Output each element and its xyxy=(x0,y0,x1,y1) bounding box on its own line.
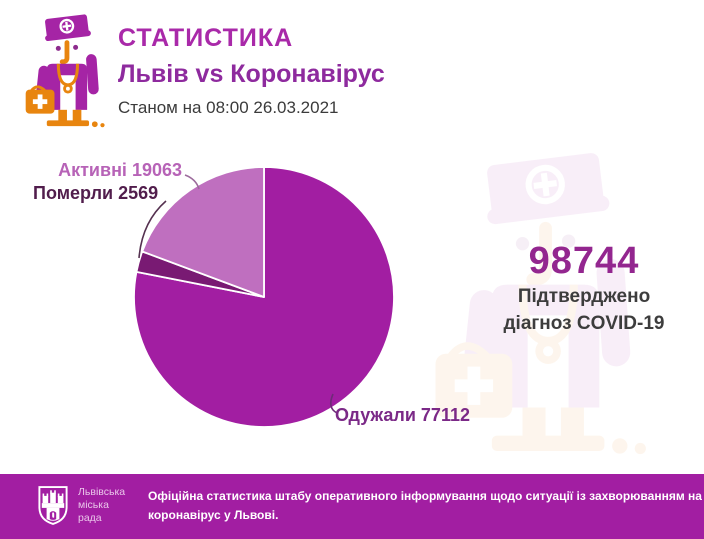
doctor-icon xyxy=(18,8,114,131)
footer-note: Офіційна статистика штабу оперативного і… xyxy=(148,487,702,525)
page-subtitle: Львів vs Коронавірус xyxy=(118,60,385,88)
confirmed-caption-line2: діагноз COVID-19 xyxy=(503,313,665,334)
header: СТАТИСТИКА Львів vs Коронавірус Станом н… xyxy=(118,24,385,118)
footer-bar: Львівська міська рада Офіційна статистик… xyxy=(0,474,704,539)
footer-org-name: Львівська міська рада xyxy=(78,486,125,525)
confirmed-total-value: 98744 xyxy=(528,240,640,282)
confirmed-panel: 98744 Підтверджено діагноз COVID-19 xyxy=(462,240,704,337)
label-active-cases: Активні 19063 xyxy=(58,160,182,180)
footer-org-line2: міська xyxy=(78,499,109,511)
label-deaths: Померли 2569 xyxy=(33,183,159,203)
page-title: СТАТИСТИКА xyxy=(118,24,294,52)
label-recovered: Одужали 77112 xyxy=(335,405,470,425)
lviv-city-council-crest-icon xyxy=(37,485,69,526)
footer-note-line1: Офіційна статистика штабу оперативного і… xyxy=(148,489,702,503)
footer-org-line3: рада xyxy=(78,512,102,524)
footer-org-line1: Львівська xyxy=(78,486,126,498)
as-of-date: Станом на 08:00 26.03.2021 xyxy=(118,98,339,117)
confirmed-caption-line1: Підтверджено xyxy=(517,286,651,307)
pie-chart xyxy=(133,166,395,428)
footer-note-line2: коронавірус у Львові. xyxy=(148,508,279,522)
